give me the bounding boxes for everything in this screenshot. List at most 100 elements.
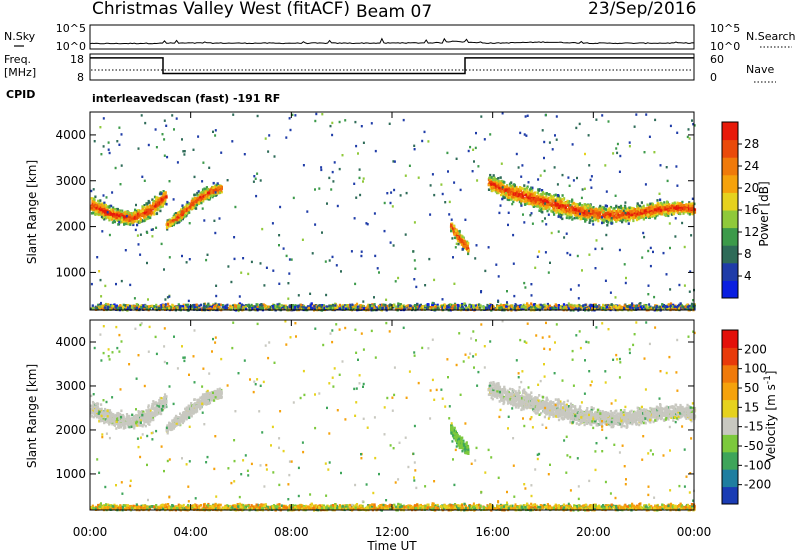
- data-cell: [503, 185, 506, 188]
- data-cell: [149, 204, 152, 208]
- data-cell: [687, 207, 690, 211]
- data-cell: [667, 205, 670, 208]
- data-cell: [194, 201, 197, 205]
- data-cell: [507, 190, 510, 193]
- data-cell: [654, 211, 657, 214]
- data-cell: [123, 211, 126, 215]
- data-cell: [98, 202, 101, 205]
- data-cell: [151, 198, 154, 201]
- data-cell: [185, 214, 188, 217]
- data-cell: [513, 198, 516, 201]
- data-cell: [111, 213, 114, 216]
- data-cell: [520, 189, 523, 193]
- data-cell: [627, 211, 630, 215]
- data-cell: [134, 213, 138, 216]
- data-cell: [210, 189, 213, 193]
- data-cell: [558, 200, 561, 204]
- data-cell: [607, 215, 610, 218]
- data-cell: [536, 205, 540, 208]
- data-cell: [100, 212, 103, 215]
- noise-frame: [89, 24, 695, 50]
- data-cell: [488, 176, 491, 180]
- data-cell: [509, 184, 513, 188]
- data-cell: [676, 201, 679, 205]
- data-cell: [555, 203, 558, 207]
- data-cell: [552, 205, 555, 208]
- data-cell: [459, 238, 462, 241]
- data-cell: [658, 211, 661, 215]
- data-cell: [201, 188, 205, 191]
- data-cell: [685, 208, 688, 211]
- data-cell: [539, 198, 542, 201]
- data-cell: [99, 211, 102, 214]
- data-cell: [662, 207, 665, 211]
- data-cell: [677, 208, 680, 212]
- data-cell: [123, 217, 126, 221]
- data-cell: [452, 227, 455, 230]
- data-cell: [376, 307, 379, 311]
- data-cell: [518, 200, 521, 204]
- data-cell: [457, 242, 460, 246]
- data-cell: [624, 206, 627, 210]
- data-cell: [587, 206, 590, 209]
- data-cell: [500, 186, 503, 190]
- data-cell: [175, 218, 178, 222]
- data-cell: [516, 189, 519, 193]
- data-cell: [502, 190, 505, 193]
- data-cell: [450, 229, 453, 233]
- data-cell: [215, 183, 218, 187]
- data-cell: [102, 205, 105, 208]
- data-cell: [505, 193, 508, 196]
- data-cell: [496, 191, 499, 194]
- data-cell: [93, 201, 96, 204]
- data-cell: [546, 302, 549, 306]
- data-cell: [524, 198, 528, 202]
- data-cell: [99, 203, 102, 207]
- data-cell: [136, 216, 139, 219]
- data-cell: [499, 190, 503, 193]
- data-cell: [621, 213, 624, 217]
- data-cell: [560, 214, 563, 217]
- data-cell: [589, 205, 592, 209]
- data-cell: [91, 199, 94, 203]
- data-cell: [418, 304, 422, 308]
- data-cell: [126, 218, 130, 221]
- data-cell: [175, 214, 178, 217]
- data-cell: [551, 203, 554, 207]
- data-cell: [605, 211, 608, 215]
- data-cell: [531, 304, 534, 307]
- data-cell: [616, 214, 619, 217]
- data-cell: [501, 182, 504, 186]
- data-cell: [117, 223, 120, 226]
- data-cell: [161, 203, 164, 207]
- data-cell: [154, 205, 157, 208]
- data-cell: [625, 215, 629, 219]
- data-cell: [554, 201, 557, 204]
- data-cell: [545, 193, 548, 197]
- data-cell: [450, 303, 453, 307]
- data-cell: [156, 207, 159, 211]
- data-cell: [450, 223, 453, 227]
- data-cell: [543, 204, 547, 208]
- data-cell: [571, 208, 574, 212]
- data-cell: [619, 209, 622, 213]
- data-cell: [142, 211, 145, 214]
- data-cell: [564, 203, 567, 206]
- data-cell: [463, 302, 466, 305]
- data-cell: [495, 188, 498, 191]
- data-cell: [622, 218, 625, 222]
- data-cell: [186, 212, 189, 215]
- data-cell: [632, 216, 636, 219]
- data-cell: [214, 188, 217, 191]
- data-cell: [517, 196, 520, 199]
- data-cell: [99, 199, 102, 202]
- data-cell: [456, 235, 459, 239]
- data-cell: [238, 302, 242, 305]
- data-cell: [139, 210, 142, 213]
- data-cell: [607, 211, 610, 215]
- data-cell: [559, 197, 562, 200]
- data-cell: [554, 193, 557, 197]
- data-cell: [533, 198, 537, 201]
- data-cell: [133, 220, 136, 223]
- data-cell: [615, 210, 618, 213]
